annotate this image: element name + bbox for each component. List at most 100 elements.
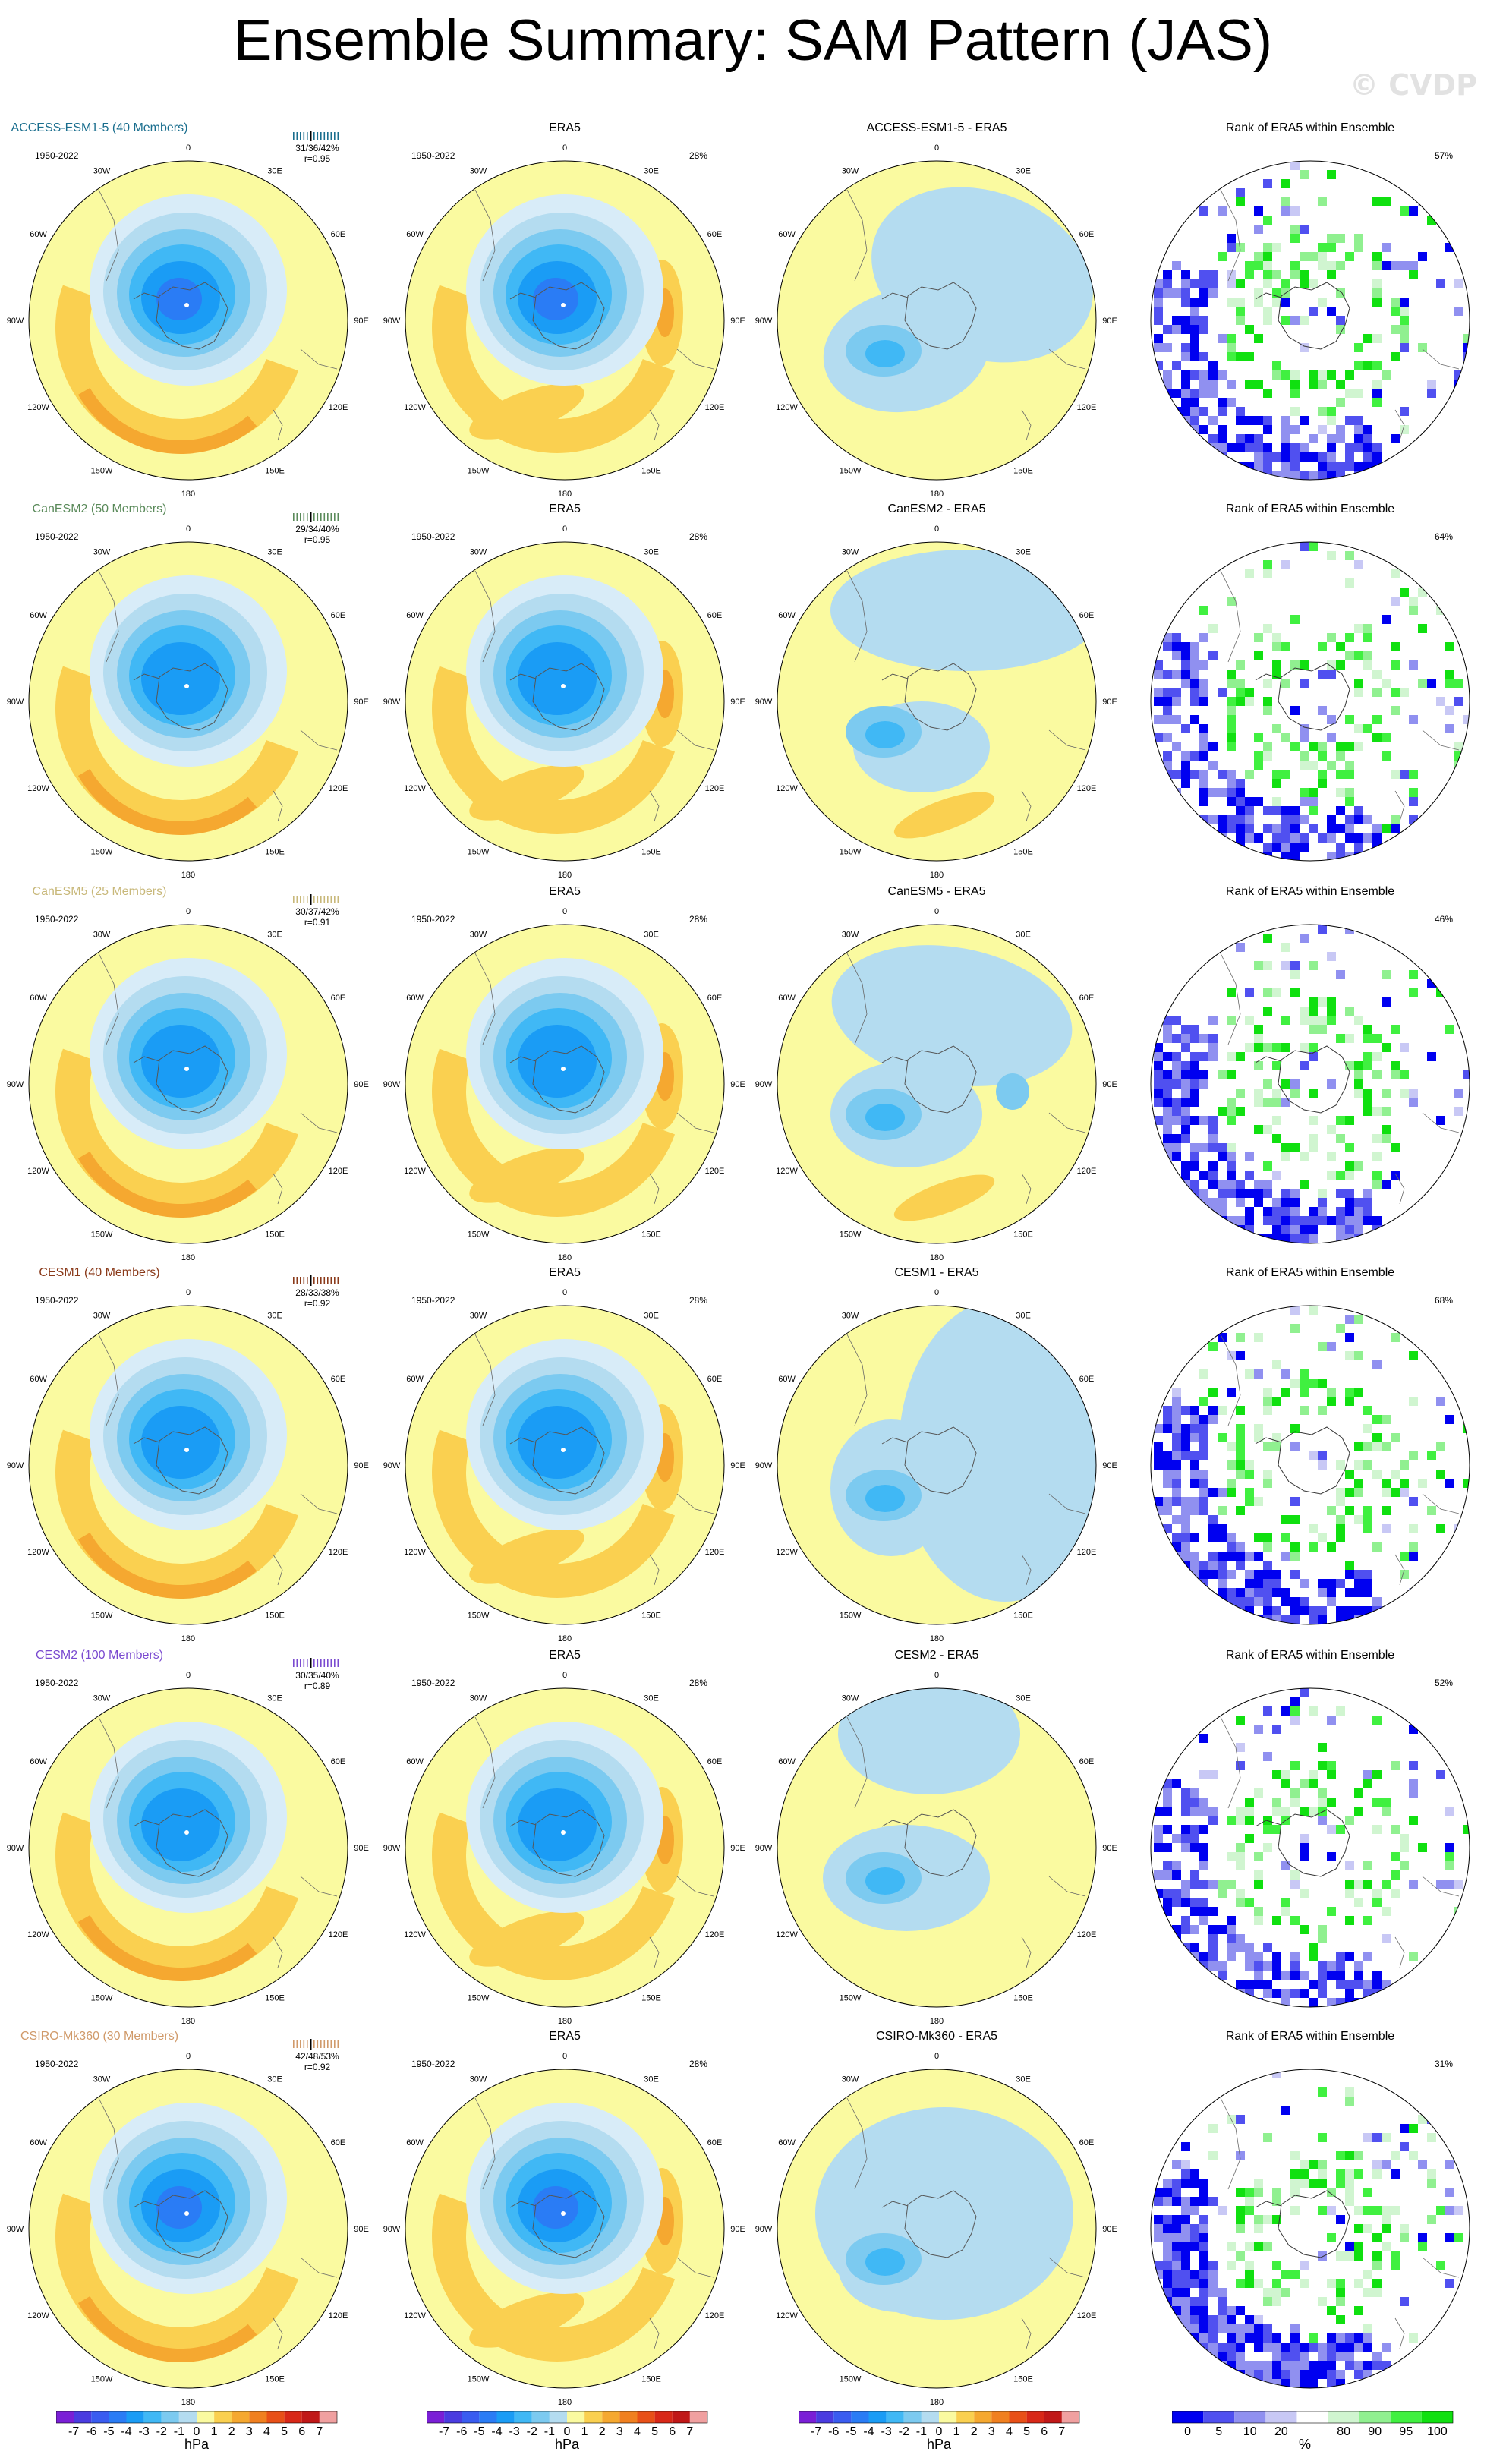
rank-cell — [1199, 1052, 1208, 1061]
rank-cell — [1181, 1406, 1190, 1415]
rank-cell — [1181, 389, 1190, 398]
rank-cell — [1382, 1798, 1391, 1807]
rank-cell — [1318, 706, 1327, 715]
rank-cell — [1254, 1880, 1263, 1889]
rank-cell — [1208, 815, 1218, 824]
rank-cell — [1236, 1898, 1245, 1907]
rank-cell — [1372, 298, 1382, 307]
rank-cell — [1372, 462, 1382, 471]
longitude-label: 60E — [707, 1375, 723, 1384]
rank-cell — [1272, 770, 1281, 779]
rank-cell — [1236, 788, 1245, 797]
rank-cell — [1190, 334, 1199, 343]
rank-cell — [1463, 715, 1470, 724]
rank-cell — [1181, 2179, 1190, 2188]
rank-cell — [1254, 1961, 1263, 1971]
rank-cell — [1345, 1916, 1354, 1925]
rank-cell — [1409, 1098, 1418, 1107]
rank-cell — [1172, 1424, 1181, 1433]
rank-cell — [1327, 815, 1336, 824]
coastline — [509, 1820, 537, 1827]
member-tick — [327, 2040, 329, 2048]
rank-cell — [1190, 660, 1199, 670]
coastline — [881, 1437, 909, 1445]
rank-title: Rank of ERA5 within Ensemble — [1225, 121, 1395, 134]
rank-cell — [1181, 352, 1190, 361]
coastline — [904, 282, 977, 350]
rank-cell — [1354, 1315, 1363, 1324]
rank-cell — [1290, 1089, 1300, 1098]
rank-cell — [1163, 1460, 1172, 1470]
rank-cell — [1318, 2160, 1327, 2169]
rank-cell — [1181, 1506, 1190, 1515]
rank-cell — [1245, 569, 1254, 578]
rank-cell — [1154, 715, 1163, 724]
rank-cell — [1172, 1143, 1181, 1152]
map-boundary — [405, 924, 725, 1244]
rank-cell — [1236, 843, 1245, 852]
rank-cell — [1236, 2370, 1245, 2379]
rank-cell — [1190, 1506, 1199, 1515]
rank-cell — [1236, 1542, 1245, 1552]
positive-anomaly-lobe — [469, 383, 584, 440]
colorbar-frame — [427, 2411, 708, 2424]
rank-cell — [1181, 1552, 1190, 1561]
rank-cell — [1336, 2151, 1345, 2160]
rank-cell — [1181, 2197, 1190, 2206]
obs-pct-variance: 28% — [689, 1678, 708, 1688]
rank-cell — [1354, 1225, 1363, 1234]
longitude-label: 0 — [934, 1671, 939, 1680]
rank-cell — [1391, 824, 1400, 833]
rank-cell — [1290, 2361, 1300, 2370]
longitude-label: 90W — [383, 1844, 401, 1853]
rank-cell — [1400, 261, 1409, 270]
coastline-australia — [1422, 1493, 1460, 1514]
rank-cell — [1409, 660, 1418, 670]
rank-cell — [1345, 2097, 1354, 2106]
rank-cell — [1300, 1834, 1309, 1843]
rank-cell — [1227, 1161, 1236, 1171]
years-label: 1950-2022 — [35, 1678, 79, 1688]
rank-cell — [1172, 2297, 1181, 2306]
coastline-australia — [1048, 729, 1086, 751]
longitude-label: 30W — [842, 1694, 859, 1703]
longitude-label: 90W — [755, 317, 773, 326]
longitude-label: 120W — [404, 2311, 426, 2321]
rank-cell — [1227, 779, 1236, 788]
rank-cell — [1281, 560, 1290, 569]
rank-cell — [1354, 389, 1363, 398]
rank-cell — [1154, 1451, 1163, 1460]
rank-cell — [1318, 252, 1327, 261]
rank-cell — [1382, 1880, 1391, 1889]
coastline — [133, 292, 160, 300]
rank-cell — [1372, 197, 1382, 206]
longitude-label: 180 — [558, 1634, 572, 1643]
rank-cell — [1400, 688, 1409, 697]
colorbar-swatch — [974, 2411, 992, 2423]
colorbar-tick-label: 4 — [263, 2425, 270, 2438]
longitude-label: 0 — [934, 1288, 939, 1297]
rank-cell — [1254, 1907, 1263, 1916]
positive-difference — [893, 1174, 995, 1221]
rank-cell — [1345, 715, 1354, 724]
longitude-label: 120E — [1077, 2311, 1097, 2321]
rank-cell — [1281, 316, 1290, 325]
rank-cell — [1227, 1934, 1236, 1943]
colorbar-swatch — [109, 2411, 127, 2423]
rank-cell — [1181, 1807, 1190, 1816]
rank-cell — [1409, 206, 1418, 216]
longitude-label: 120W — [776, 1930, 798, 1939]
rank-cell — [1300, 343, 1309, 352]
negative-anomaly-core — [156, 2186, 202, 2229]
longitude-label: 120E — [705, 1167, 725, 1176]
rank-cell — [1473, 715, 1482, 724]
rank-cell — [1409, 1761, 1418, 1770]
rank-cell — [1372, 1889, 1382, 1898]
longitude-label: 120W — [776, 403, 798, 412]
rank-cell — [1345, 815, 1354, 824]
obs-tick — [310, 131, 312, 141]
rank-cell — [1181, 1533, 1190, 1542]
rank-cell — [1418, 1588, 1427, 1597]
member-tick — [307, 1659, 308, 1667]
longitude-label: 60W — [406, 1757, 424, 1766]
